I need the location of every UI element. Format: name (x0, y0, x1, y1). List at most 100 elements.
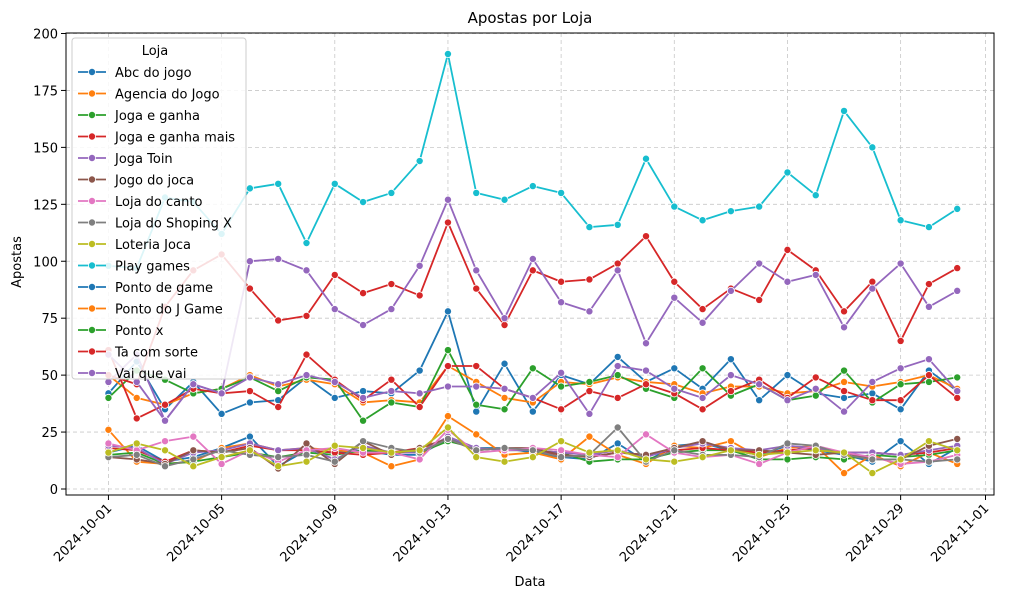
data-point (924, 223, 933, 232)
y-tick-label: 50 (41, 369, 58, 384)
data-point (359, 289, 368, 298)
data-point (500, 393, 509, 402)
data-point (755, 396, 764, 405)
data-point (161, 416, 170, 425)
data-point (953, 434, 962, 443)
data-point (953, 393, 962, 402)
data-point (811, 391, 820, 400)
data-point (783, 245, 792, 254)
data-point (359, 393, 368, 402)
data-point (359, 437, 368, 446)
legend-item: Ponto x (78, 324, 164, 339)
x-tick-label: 2024-10-17 (504, 501, 568, 565)
x-axis: 2024-10-01 2024-10-05 2024-10-09 2024-10-13… (51, 495, 992, 565)
data-point (642, 455, 651, 464)
data-point (613, 393, 622, 402)
x-tick-label: 2024-10-05 (164, 501, 228, 565)
legend-label: Agencia do Jogo (115, 88, 220, 103)
data-point (811, 384, 820, 393)
data-point (924, 302, 933, 311)
data-point (104, 425, 113, 434)
data-point (217, 453, 226, 462)
data-point (868, 143, 877, 152)
legend-label: Jogo do joca (114, 174, 194, 189)
legend-box (71, 37, 247, 380)
data-point (217, 446, 226, 455)
data-point (415, 291, 424, 300)
data-point (359, 321, 368, 330)
data-point (274, 316, 283, 325)
data-point (924, 371, 933, 380)
legend-item: Joga e ganha mais (78, 131, 235, 146)
data-point (500, 444, 509, 453)
legend-item: Loja do canto (78, 195, 202, 210)
data-point (613, 352, 622, 361)
legend-item: Abc do jogo (78, 66, 192, 81)
data-point (642, 154, 651, 163)
series-layer (104, 49, 962, 478)
data-point (755, 459, 764, 468)
data-point (245, 432, 254, 441)
data-point (726, 446, 735, 455)
data-point (217, 409, 226, 418)
data-point (613, 439, 622, 448)
data-point (924, 457, 933, 466)
data-point (868, 277, 877, 286)
data-point (613, 220, 622, 229)
data-point (783, 277, 792, 286)
data-point (557, 298, 566, 307)
data-point (274, 387, 283, 396)
data-point (330, 270, 339, 279)
legend-item: Vai que vai (78, 367, 187, 382)
data-point (698, 453, 707, 462)
data-point (189, 462, 198, 471)
y-tick-label: 125 (33, 198, 58, 213)
y-tick-label: 150 (33, 141, 58, 156)
data-point (330, 179, 339, 188)
data-point (330, 377, 339, 386)
legend-label: Abc do jogo (115, 66, 192, 81)
legend-label: Loja do canto (115, 195, 202, 210)
data-point (840, 387, 849, 396)
data-point (104, 393, 113, 402)
data-point (755, 202, 764, 211)
data-point (868, 284, 877, 293)
data-point (472, 382, 481, 391)
data-point (726, 387, 735, 396)
data-point (443, 412, 452, 421)
x-tick-label: 2024-10-01 (51, 501, 115, 565)
data-point (443, 346, 452, 355)
data-point (557, 446, 566, 455)
legend-swatch-marker (88, 153, 97, 162)
data-point (132, 450, 141, 459)
data-point (132, 439, 141, 448)
data-point (302, 439, 311, 448)
data-point (868, 455, 877, 464)
data-point (642, 366, 651, 375)
data-point (500, 384, 509, 393)
data-point (302, 311, 311, 320)
data-point (330, 457, 339, 466)
data-point (840, 469, 849, 478)
legend-swatch-marker (88, 132, 97, 141)
data-point (245, 387, 254, 396)
y-tick-label: 0 (50, 483, 58, 498)
data-point (415, 389, 424, 398)
data-point (698, 405, 707, 414)
data-point (359, 198, 368, 207)
data-point (726, 355, 735, 364)
data-point (840, 393, 849, 402)
data-point (811, 373, 820, 382)
data-point (924, 280, 933, 289)
data-point (783, 168, 792, 177)
data-point (896, 336, 905, 345)
legend-item: Jogo do joca (78, 174, 194, 189)
data-point (245, 398, 254, 407)
data-point (500, 321, 509, 330)
data-point (585, 409, 594, 418)
data-point (613, 453, 622, 462)
data-point (472, 407, 481, 416)
data-point (415, 446, 424, 455)
data-point (132, 393, 141, 402)
data-point (472, 362, 481, 371)
